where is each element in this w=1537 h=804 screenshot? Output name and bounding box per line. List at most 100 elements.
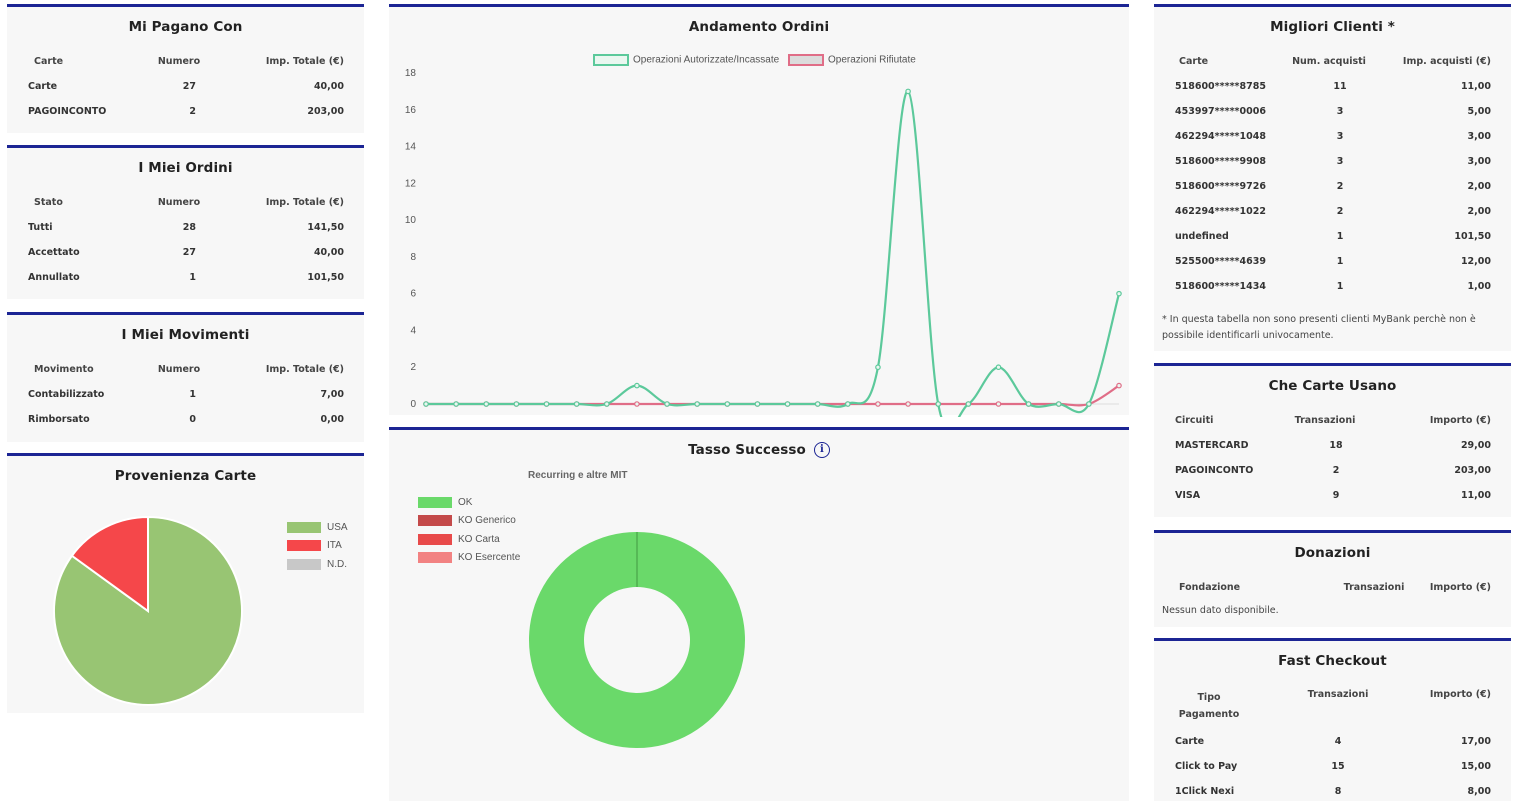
data-point-autorizzate[interactable] — [875, 364, 881, 371]
data-point-autorizzate[interactable] — [754, 401, 761, 407]
y-tick-label: 18 — [405, 68, 417, 79]
table-cell: 525500*****4639 — [1175, 256, 1266, 267]
legend-swatch — [418, 515, 452, 526]
y-tick-label: 14 — [405, 142, 417, 153]
table-cell: Carte — [1175, 736, 1205, 747]
legend-item-nd[interactable]: N.D. — [287, 559, 347, 570]
table-cell: 2 — [1332, 465, 1340, 476]
table-cell: 101,50 — [307, 272, 344, 283]
table-cell: 0,00 — [320, 414, 344, 425]
table-row: Carte 4 17,00 — [1175, 729, 1491, 754]
table-cell: 40,00 — [313, 81, 344, 92]
legend-swatch — [418, 552, 452, 563]
table-cell: 1,00 — [1467, 281, 1491, 292]
table-cell: 2,00 — [1467, 181, 1491, 192]
legend-label: KO Esercente — [458, 552, 521, 564]
y-tick-label: 10 — [405, 215, 417, 226]
data-point-autorizzate[interactable] — [965, 401, 972, 407]
data-point-rifiutate[interactable] — [634, 401, 640, 407]
donut-segment-ok[interactable] — [528, 532, 745, 748]
table-cell: 11,00 — [1460, 490, 1491, 501]
data-point-rifiutate[interactable] — [905, 401, 911, 407]
legend-item-ko-esercente[interactable]: KO Esercente — [418, 552, 520, 563]
miei-ordini-table: Stato Numero Imp. Totale (€) Tutti 28 14… — [28, 190, 344, 290]
table-cell: 141,50 — [307, 222, 344, 233]
legend-item-ko-generico[interactable]: KO Generico — [418, 515, 516, 526]
column-header: Importo (€) — [1429, 582, 1491, 593]
table-cell: 15,00 — [1460, 761, 1491, 772]
data-point-rifiutate[interactable] — [875, 401, 881, 407]
table-cell: PAGOINCONTO — [28, 106, 107, 117]
data-point-autorizzate[interactable] — [905, 88, 911, 95]
legend-item-autorizzate[interactable]: Operazioni Autorizzate/Incassate — [593, 54, 779, 66]
table-cell: 518600*****1434 — [1175, 281, 1266, 292]
data-point-autorizzate[interactable] — [1116, 290, 1122, 297]
table-cell: 453997*****0006 — [1175, 106, 1266, 117]
column-header: Imp. acquisti (€) — [1402, 56, 1491, 67]
data-point-autorizzate[interactable] — [814, 401, 821, 407]
data-point-autorizzate[interactable] — [1025, 401, 1032, 407]
legend-item-usa[interactable]: USA — [287, 522, 348, 533]
column-header: Importo (€) — [1429, 689, 1491, 700]
table-row: 462294*****1048 3 3,00 — [1175, 124, 1491, 149]
legend-label: USA — [327, 522, 348, 534]
legend-item-ko-carta[interactable]: KO Carta — [418, 534, 500, 545]
data-point-autorizzate[interactable] — [1086, 401, 1092, 407]
table-header-row: Carte Num. acquisti Imp. acquisti (€) — [1175, 49, 1491, 74]
column-header: Imp. Totale (€) — [265, 364, 344, 375]
data-point-autorizzate[interactable] — [453, 401, 459, 407]
card-title: I Miei Ordini — [138, 160, 233, 176]
pie-slice-ita[interactable] — [70, 515, 149, 613]
data-point-autorizzate[interactable] — [664, 401, 670, 407]
y-tick-label: 8 — [410, 252, 416, 263]
column-header: Circuiti — [1175, 415, 1214, 426]
table-row: 525500*****4639 1 12,00 — [1175, 249, 1491, 274]
table-cell: undefined — [1175, 231, 1229, 242]
series-line-rifiutate — [425, 384, 1120, 407]
data-point-autorizzate[interactable] — [423, 401, 429, 407]
legend-swatch — [287, 522, 321, 533]
table-footnote: * In questa tabella non sono presenti cl… — [1162, 314, 1476, 341]
data-point-autorizzate[interactable] — [483, 401, 490, 407]
y-tick-label: 6 — [410, 289, 416, 300]
table-cell: 17,00 — [1460, 736, 1491, 747]
column-header: Tipo Pagamento — [1178, 692, 1240, 720]
tasso-successo-donut-chart — [528, 532, 745, 748]
data-point-autorizzate[interactable] — [784, 401, 791, 407]
column-header: Transazioni — [1307, 689, 1369, 700]
table-cell: PAGOINCONTO — [1175, 465, 1254, 476]
legend-item-ita[interactable]: ITA — [287, 540, 342, 551]
info-icon[interactable]: i — [813, 442, 830, 458]
table-cell: VISA — [1175, 490, 1201, 501]
data-point-autorizzate[interactable] — [935, 401, 942, 407]
legend-item-ok[interactable]: OK — [418, 497, 472, 508]
data-point-autorizzate[interactable] — [995, 364, 1002, 371]
y-tick-label: 0 — [410, 399, 416, 410]
data-point-rifiutate[interactable] — [995, 401, 1002, 407]
table-cell: 5,00 — [1467, 106, 1491, 117]
data-point-autorizzate[interactable] — [573, 401, 580, 407]
table-row: Annullato 1 101,50 — [28, 265, 344, 290]
table-row: Contabilizzato 1 7,00 — [28, 382, 344, 407]
data-point-autorizzate[interactable] — [845, 401, 851, 407]
data-point-autorizzate[interactable] — [1055, 401, 1062, 407]
table-row: Carte 27 40,00 — [28, 74, 344, 99]
data-point-autorizzate[interactable] — [724, 401, 731, 407]
table-cell: 8 — [1334, 786, 1342, 797]
legend-item-rifiutate[interactable]: Operazioni Rifiutate — [788, 54, 916, 66]
column-header: Transazioni — [1343, 582, 1405, 593]
table-cell: 12,00 — [1460, 256, 1491, 267]
data-point-autorizzate[interactable] — [694, 401, 700, 407]
table-cell: 203,00 — [1454, 465, 1491, 476]
miei-movimenti-table: Movimento Numero Imp. Totale (€) Contabi… — [28, 357, 344, 432]
data-point-rifiutate[interactable] — [1116, 382, 1122, 389]
table-header-row: Fondazione Transazioni Importo (€) — [1175, 575, 1491, 600]
y-tick-label: 4 — [410, 325, 416, 336]
data-point-autorizzate[interactable] — [513, 401, 520, 407]
card-title: Mi Pagano Con — [128, 19, 243, 35]
andamento-ordini-line-chart: 0 2 4 6 8 10 12 14 16 18 — [405, 68, 1122, 417]
data-point-autorizzate[interactable] — [543, 401, 550, 407]
data-point-autorizzate[interactable] — [634, 382, 640, 389]
data-point-autorizzate[interactable] — [603, 401, 610, 407]
column-header: Imp. Totale (€) — [265, 197, 344, 208]
